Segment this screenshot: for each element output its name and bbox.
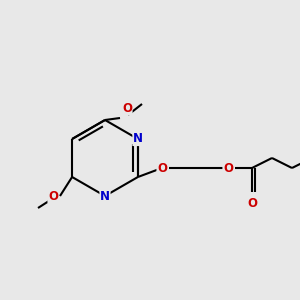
Text: O: O [157,161,167,175]
Text: N: N [100,190,110,202]
Text: O: O [223,161,233,175]
Text: O: O [247,197,257,210]
Text: O: O [122,102,132,115]
Text: O: O [48,190,58,202]
Text: N: N [133,133,143,146]
